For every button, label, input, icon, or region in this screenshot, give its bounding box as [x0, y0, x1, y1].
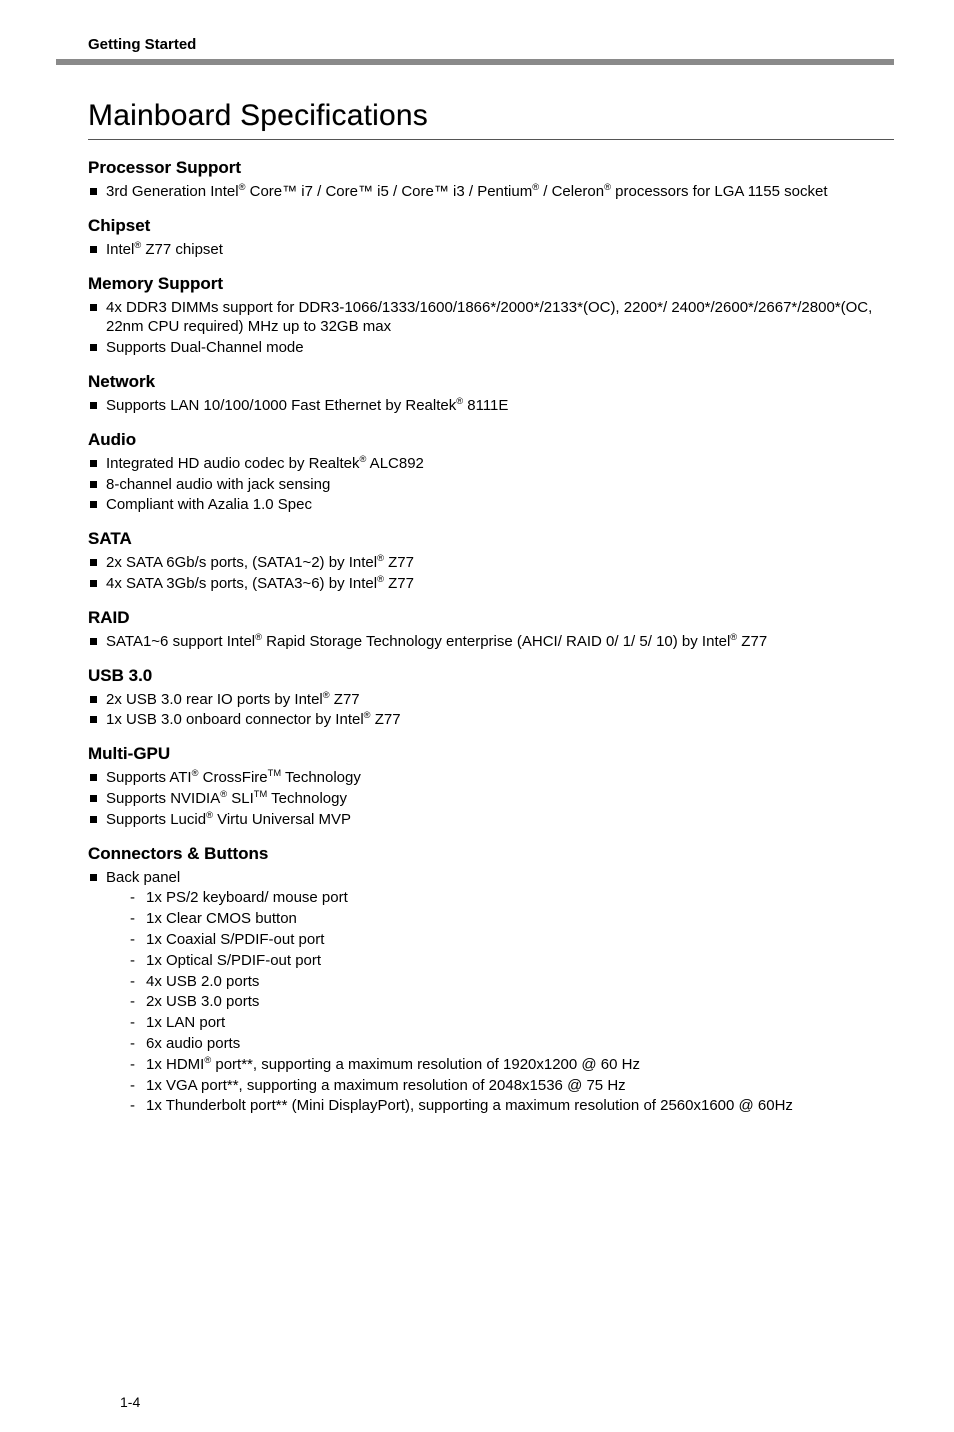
bullet-list: Intel® Z77 chipset — [88, 240, 894, 260]
section-title-chipset: Chipset — [88, 216, 894, 236]
section-memory: Memory Support 4x DDR3 DIMMs support for… — [88, 274, 894, 358]
list-item: Compliant with Azalia 1.0 Spec — [88, 495, 894, 515]
page-container: Getting Started Mainboard Specifications… — [0, 0, 954, 1432]
list-item-text: Supports NVIDIA® SLITM Technology — [106, 790, 347, 807]
list-item-text: 3rd Generation Intel® Core™ i7 / Core™ i… — [106, 183, 827, 200]
list-item: SATA1~6 support Intel® Rapid Storage Tec… — [88, 632, 894, 652]
list-item-text: Compliant with Azalia 1.0 Spec — [106, 496, 312, 513]
dash-item-text: 1x PS/2 keyboard/ mouse port — [146, 889, 348, 906]
section-title-processor: Processor Support — [88, 158, 894, 178]
list-item-text: Supports LAN 10/100/1000 Fast Ethernet b… — [106, 397, 508, 414]
list-item-text: 1x USB 3.0 onboard connector by Intel® Z… — [106, 711, 401, 728]
bullet-list: 2x SATA 6Gb/s ports, (SATA1~2) by Intel®… — [88, 553, 894, 594]
list-item: Supports NVIDIA® SLITM Technology — [88, 789, 894, 809]
dash-item: 1x Thunderbolt port** (Mini DisplayPort)… — [106, 1096, 894, 1116]
section-raid: RAID SATA1~6 support Intel® Rapid Storag… — [88, 608, 894, 652]
section-title-memory: Memory Support — [88, 274, 894, 294]
list-item-text: Supports Lucid® Virtu Universal MVP — [106, 811, 351, 828]
dash-item: 2x USB 3.0 ports — [106, 992, 894, 1012]
dash-item-text: 4x USB 2.0 ports — [146, 973, 259, 990]
section-sata: SATA 2x SATA 6Gb/s ports, (SATA1~2) by I… — [88, 529, 894, 594]
list-item: Integrated HD audio codec by Realtek® AL… — [88, 454, 894, 474]
dash-item-text: 1x Coaxial S/PDIF-out port — [146, 931, 324, 948]
list-item: 8-channel audio with jack sensing — [88, 475, 894, 495]
list-item: Supports Dual-Channel mode — [88, 338, 894, 358]
list-item-text: Integrated HD audio codec by Realtek® AL… — [106, 455, 424, 472]
list-item-text: Back panel — [106, 869, 180, 886]
bullet-list: 2x USB 3.0 rear IO ports by Intel® Z77 1… — [88, 690, 894, 731]
list-item-text: 8-channel audio with jack sensing — [106, 476, 330, 493]
dash-item-text: 1x HDMI® port**, supporting a maximum re… — [146, 1056, 640, 1073]
section-connectors: Connectors & Buttons Back panel 1x PS/2 … — [88, 844, 894, 1117]
dash-item-text: 1x Clear CMOS button — [146, 910, 297, 927]
dash-item-text: 2x USB 3.0 ports — [146, 993, 259, 1010]
section-usb30: USB 3.0 2x USB 3.0 rear IO ports by Inte… — [88, 666, 894, 731]
list-item: 2x SATA 6Gb/s ports, (SATA1~2) by Intel®… — [88, 553, 894, 573]
page-number: 1-4 — [120, 1394, 140, 1410]
list-item-back-panel: Back panel 1x PS/2 keyboard/ mouse port … — [88, 868, 894, 1117]
list-item: 4x SATA 3Gb/s ports, (SATA3~6) by Intel®… — [88, 574, 894, 594]
section-network: Network Supports LAN 10/100/1000 Fast Et… — [88, 372, 894, 416]
section-title-network: Network — [88, 372, 894, 392]
section-title-usb30: USB 3.0 — [88, 666, 894, 686]
dash-item: 1x PS/2 keyboard/ mouse port — [106, 888, 894, 908]
list-item-text: SATA1~6 support Intel® Rapid Storage Tec… — [106, 633, 767, 650]
dash-item: 1x Clear CMOS button — [106, 909, 894, 929]
dash-item: 1x Coaxial S/PDIF-out port — [106, 930, 894, 950]
dash-list: 1x PS/2 keyboard/ mouse port 1x Clear CM… — [106, 888, 894, 1116]
bullet-list: 4x DDR3 DIMMs support for DDR3-1066/1333… — [88, 298, 894, 358]
list-item: 1x USB 3.0 onboard connector by Intel® Z… — [88, 710, 894, 730]
section-title-audio: Audio — [88, 430, 894, 450]
bullet-list: Back panel 1x PS/2 keyboard/ mouse port … — [88, 868, 894, 1117]
dash-item-text: 6x audio ports — [146, 1035, 240, 1052]
section-title-connectors: Connectors & Buttons — [88, 844, 894, 864]
list-item-text: Supports ATI® CrossFireTM Technology — [106, 769, 361, 786]
list-item: Supports Lucid® Virtu Universal MVP — [88, 810, 894, 830]
section-title-multigpu: Multi-GPU — [88, 744, 894, 764]
section-title-raid: RAID — [88, 608, 894, 628]
section-multigpu: Multi-GPU Supports ATI® CrossFireTM Tech… — [88, 744, 894, 829]
section-chipset: Chipset Intel® Z77 chipset — [88, 216, 894, 260]
list-item: 3rd Generation Intel® Core™ i7 / Core™ i… — [88, 182, 894, 202]
dash-item-text: 1x Optical S/PDIF-out port — [146, 952, 321, 969]
running-header: Getting Started — [88, 36, 894, 53]
dash-item: 1x LAN port — [106, 1013, 894, 1033]
dash-item: 4x USB 2.0 ports — [106, 972, 894, 992]
list-item-text: Intel® Z77 chipset — [106, 241, 223, 258]
bullet-list: Supports ATI® CrossFireTM Technology Sup… — [88, 768, 894, 829]
dash-item-text: 1x Thunderbolt port** (Mini DisplayPort)… — [146, 1096, 894, 1116]
header-rule — [56, 59, 894, 65]
list-item: Intel® Z77 chipset — [88, 240, 894, 260]
bullet-list: SATA1~6 support Intel® Rapid Storage Tec… — [88, 632, 894, 652]
dash-item-text: 1x LAN port — [146, 1014, 225, 1031]
list-item: 2x USB 3.0 rear IO ports by Intel® Z77 — [88, 690, 894, 710]
dash-item: 6x audio ports — [106, 1034, 894, 1054]
list-item-text: 4x SATA 3Gb/s ports, (SATA3~6) by Intel®… — [106, 575, 414, 592]
list-item-text: 4x DDR3 DIMMs support for DDR3-1066/1333… — [106, 299, 872, 336]
list-item: Supports LAN 10/100/1000 Fast Ethernet b… — [88, 396, 894, 416]
bullet-list: Supports LAN 10/100/1000 Fast Ethernet b… — [88, 396, 894, 416]
section-title-sata: SATA — [88, 529, 894, 549]
dash-item-text: 1x VGA port**, supporting a maximum reso… — [146, 1077, 626, 1094]
section-processor: Processor Support 3rd Generation Intel® … — [88, 158, 894, 202]
section-audio: Audio Integrated HD audio codec by Realt… — [88, 430, 894, 515]
list-item: Supports ATI® CrossFireTM Technology — [88, 768, 894, 788]
bullet-list: 3rd Generation Intel® Core™ i7 / Core™ i… — [88, 182, 894, 202]
bullet-list: Integrated HD audio codec by Realtek® AL… — [88, 454, 894, 515]
dash-item: 1x Optical S/PDIF-out port — [106, 951, 894, 971]
list-item: 4x DDR3 DIMMs support for DDR3-1066/1333… — [88, 298, 894, 338]
list-item-text: 2x SATA 6Gb/s ports, (SATA1~2) by Intel®… — [106, 554, 414, 571]
list-item-text: Supports Dual-Channel mode — [106, 339, 304, 356]
dash-item: 1x HDMI® port**, supporting a maximum re… — [106, 1055, 894, 1075]
list-item-text: 2x USB 3.0 rear IO ports by Intel® Z77 — [106, 691, 360, 708]
dash-item: 1x VGA port**, supporting a maximum reso… — [106, 1076, 894, 1096]
page-title: Mainboard Specifications — [88, 99, 894, 140]
